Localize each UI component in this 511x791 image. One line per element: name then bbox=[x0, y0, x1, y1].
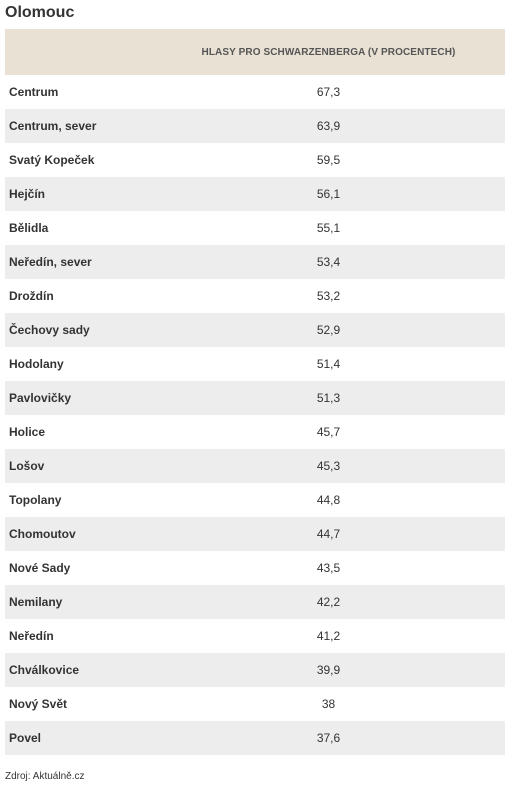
table-row: Neředín, sever 53,4 bbox=[5, 245, 505, 279]
table-row: Centrum, sever 63,9 bbox=[5, 109, 505, 143]
table-row: Povel 37,6 bbox=[5, 721, 505, 755]
table-row: Holice 45,7 bbox=[5, 415, 505, 449]
table-row: Nové Sady 43,5 bbox=[5, 551, 505, 585]
district-name-cell: Chválkovice bbox=[9, 663, 80, 677]
table-header: HLASY PRO SCHWARZENBERGA (V PROCENTECH) bbox=[5, 29, 505, 75]
district-name-cell: Nový Svět bbox=[9, 697, 68, 711]
results-table: HLASY PRO SCHWARZENBERGA (V PROCENTECH) … bbox=[5, 29, 505, 755]
district-name-cell: Bělidla bbox=[9, 221, 49, 235]
vote-percent-cell: 45,3 bbox=[316, 459, 341, 473]
vote-percent-cell: 51,3 bbox=[316, 391, 341, 405]
table-row: Hodolany 51,4 bbox=[5, 347, 505, 381]
vote-percent-cell: 45,7 bbox=[316, 425, 341, 439]
district-name-cell: Nové Sady bbox=[9, 561, 71, 575]
vote-percent-cell: 67,3 bbox=[316, 85, 341, 99]
table-row: Topolany 44,8 bbox=[5, 483, 505, 517]
district-name-cell: Neředín bbox=[9, 629, 54, 643]
district-name-cell: Hodolany bbox=[9, 357, 64, 371]
district-name-cell: Pavlovičky bbox=[9, 391, 72, 405]
district-name-cell: Droždín bbox=[9, 289, 54, 303]
vote-percent-cell: 44,8 bbox=[316, 493, 341, 507]
table-row: Čechovy sady 52,9 bbox=[5, 313, 505, 347]
table-row: Chomoutov 44,7 bbox=[5, 517, 505, 551]
vote-percent-cell: 38 bbox=[321, 697, 336, 711]
vote-percent-cell: 39,9 bbox=[316, 663, 341, 677]
vote-percent-cell: 42,2 bbox=[316, 595, 341, 609]
district-name-cell: Hejčín bbox=[9, 187, 46, 201]
district-name-cell: Povel bbox=[9, 731, 42, 745]
vote-percent-cell: 52,9 bbox=[316, 323, 341, 337]
table-row: Nový Svět 38 bbox=[5, 687, 505, 721]
table-row: Nemilany 42,2 bbox=[5, 585, 505, 619]
district-name-cell: Neředín, sever bbox=[9, 255, 92, 269]
district-name-cell: Lošov bbox=[9, 459, 45, 473]
vote-percent-cell: 44,7 bbox=[316, 527, 341, 541]
district-name-cell: Centrum, sever bbox=[9, 119, 97, 133]
header-value-cell: HLASY PRO SCHWARZENBERGA (V PROCENTECH) bbox=[201, 46, 456, 58]
table-row: Neředín 41,2 bbox=[5, 619, 505, 653]
table-row: Droždín 53,2 bbox=[5, 279, 505, 313]
vote-percent-cell: 51,4 bbox=[316, 357, 341, 371]
district-name-cell: Čechovy sady bbox=[9, 323, 90, 337]
district-name-cell: Nemilany bbox=[9, 595, 63, 609]
vote-percent-cell: 43,5 bbox=[316, 561, 341, 575]
table-row: Centrum 67,3 bbox=[5, 75, 505, 109]
vote-percent-cell: 55,1 bbox=[316, 221, 341, 235]
district-name-cell: Topolany bbox=[9, 493, 62, 507]
table-body: Centrum 67,3 Centrum, sever 63,9 Svatý Kopeč… bbox=[5, 75, 505, 755]
vote-percent-cell: 41,2 bbox=[316, 629, 341, 643]
vote-percent-cell: 37,6 bbox=[316, 731, 341, 745]
table-row: Svatý Kopeček 59,5 bbox=[5, 143, 505, 177]
page-title: Olomouc bbox=[5, 4, 75, 21]
table-row: Lošov 45,3 bbox=[5, 449, 505, 483]
table-row: Bělidla 55,1 bbox=[5, 211, 505, 245]
district-name-cell: Centrum bbox=[9, 85, 59, 99]
district-name-cell: Chomoutov bbox=[9, 527, 76, 541]
vote-percent-cell: 63,9 bbox=[316, 119, 341, 133]
table-row: Chválkovice 39,9 bbox=[5, 653, 505, 687]
table-row: Hejčín 56,1 bbox=[5, 177, 505, 211]
vote-percent-cell: 56,1 bbox=[316, 187, 341, 201]
vote-percent-cell: 59,5 bbox=[316, 153, 341, 167]
vote-percent-cell: 53,2 bbox=[316, 289, 341, 303]
source-note: Zdroj: Aktuálně.cz bbox=[5, 771, 85, 782]
table-row: Pavlovičky 51,3 bbox=[5, 381, 505, 415]
vote-percent-cell: 53,4 bbox=[316, 255, 341, 269]
district-name-cell: Svatý Kopeček bbox=[9, 153, 95, 167]
district-name-cell: Holice bbox=[9, 425, 46, 439]
